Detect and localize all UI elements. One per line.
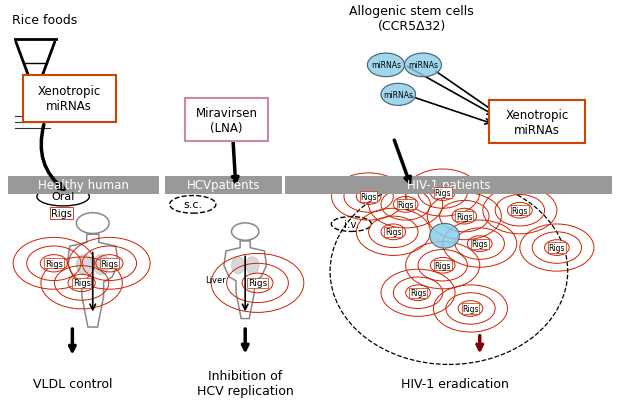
Text: Rigs: Rigs — [397, 200, 414, 209]
Text: miRNAs: miRNAs — [371, 61, 401, 70]
Text: Rigs: Rigs — [45, 259, 63, 268]
Circle shape — [404, 54, 441, 77]
Text: Rigs: Rigs — [385, 228, 402, 237]
Text: Rigs: Rigs — [51, 209, 72, 219]
Ellipse shape — [76, 255, 92, 275]
Text: Rigs: Rigs — [360, 192, 377, 201]
Ellipse shape — [430, 224, 459, 249]
Text: Oral: Oral — [51, 192, 75, 202]
Text: Xenotropic
miRNAs: Xenotropic miRNAs — [505, 109, 569, 136]
Ellipse shape — [94, 255, 109, 275]
FancyBboxPatch shape — [29, 95, 42, 106]
Text: VLDL control: VLDL control — [33, 377, 112, 390]
Text: Allogenic stem cells
(CCR5Δ32): Allogenic stem cells (CCR5Δ32) — [350, 5, 474, 32]
Ellipse shape — [231, 257, 245, 274]
Text: HIV-1 eradication: HIV-1 eradication — [401, 377, 509, 390]
Text: Xenotropic
miRNAs: Xenotropic miRNAs — [38, 85, 101, 113]
Text: Rigs: Rigs — [512, 206, 528, 215]
Circle shape — [381, 84, 415, 106]
Text: Healthy human: Healthy human — [38, 179, 128, 192]
Text: s.c.: s.c. — [183, 200, 202, 210]
Text: miRNAs: miRNAs — [408, 61, 438, 70]
Text: Rice foods: Rice foods — [12, 14, 78, 27]
Text: i.v.: i.v. — [344, 219, 359, 229]
Text: Rigs: Rigs — [471, 239, 488, 249]
FancyBboxPatch shape — [185, 99, 268, 142]
Text: Rigs: Rigs — [73, 279, 91, 288]
Text: Rigs: Rigs — [435, 188, 451, 198]
Text: Rigs: Rigs — [100, 259, 118, 268]
Text: Miravirsen
(LNA): Miravirsen (LNA) — [196, 107, 258, 135]
Ellipse shape — [246, 257, 259, 274]
FancyBboxPatch shape — [7, 176, 159, 194]
Text: HIV-1 patients: HIV-1 patients — [407, 179, 490, 192]
Text: Inhibition of
HCV replication: Inhibition of HCV replication — [197, 369, 293, 397]
Text: Liver: Liver — [205, 275, 226, 285]
Text: Rigs: Rigs — [463, 304, 479, 313]
Text: Rigs: Rigs — [435, 261, 451, 270]
FancyBboxPatch shape — [23, 75, 115, 123]
Text: Rigs: Rigs — [410, 289, 427, 298]
FancyBboxPatch shape — [165, 176, 282, 194]
Text: miRNAs: miRNAs — [383, 91, 414, 99]
FancyBboxPatch shape — [489, 101, 585, 144]
Text: Rigs: Rigs — [549, 243, 565, 253]
FancyBboxPatch shape — [285, 176, 613, 194]
Text: HCVpatients: HCVpatients — [187, 179, 260, 192]
Circle shape — [368, 54, 404, 77]
Text: Rigs: Rigs — [456, 212, 472, 221]
Text: Rigs: Rigs — [248, 279, 267, 288]
